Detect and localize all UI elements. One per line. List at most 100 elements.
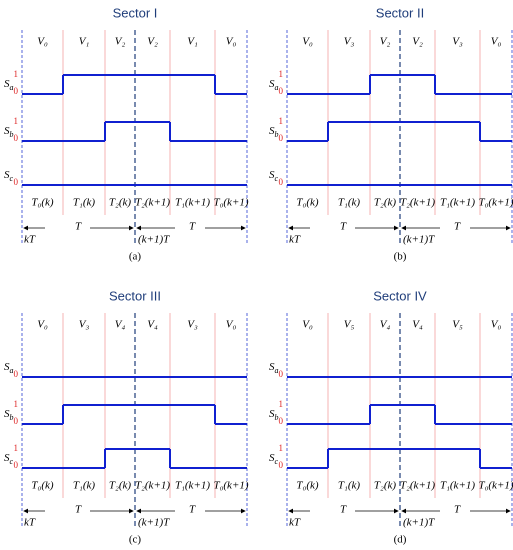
panel-title: Sector II: [376, 5, 424, 20]
caption: (b): [394, 251, 407, 263]
time-label: T₂(k): [374, 197, 396, 209]
level-label: 1: [279, 399, 284, 409]
level-label: 0: [14, 86, 19, 96]
signal-sub: c: [10, 174, 14, 183]
signal-letter: S: [269, 408, 275, 420]
caption: (a): [129, 251, 142, 263]
vector-label: V₃: [187, 319, 198, 331]
period-label: T: [454, 221, 461, 233]
period-label: T: [454, 504, 461, 516]
time-label: T₂(k): [109, 480, 131, 492]
signal-sub: a: [10, 83, 14, 92]
signal-letter: S: [269, 125, 275, 137]
vector-label: V₃: [79, 319, 90, 331]
panel-title: Sector I: [113, 5, 158, 20]
signal-sub: c: [275, 174, 279, 183]
vector-label: V₁: [187, 36, 198, 48]
signal-letter: S: [4, 361, 10, 373]
signal-letter: S: [4, 169, 10, 181]
vector-label: V₂: [147, 36, 158, 48]
time-label: T₀(k+1): [478, 480, 513, 492]
level-label: 1: [279, 69, 284, 79]
level-label: 1: [14, 399, 19, 409]
level-label: 0: [14, 177, 19, 187]
level-label: 0: [279, 133, 284, 143]
signal-label: Sc: [4, 452, 14, 466]
time-label: T₂(k+1): [400, 197, 435, 209]
signal-sub: b: [10, 130, 14, 139]
time-label: T₀(k): [296, 480, 318, 492]
level-label: 1: [14, 116, 19, 126]
time-label: T₁(k): [338, 197, 360, 209]
period-label: T: [340, 504, 347, 516]
time-label: T₂(k+1): [400, 480, 435, 492]
time-label: T₂(k): [374, 480, 396, 492]
time-label: T₀(k+1): [213, 480, 248, 492]
signal-sub: b: [275, 413, 279, 422]
signal-label: Sb: [4, 125, 14, 139]
vector-label: V₂: [115, 36, 126, 48]
caption: (d): [394, 534, 407, 546]
time-label: T₁(k): [73, 197, 95, 209]
signal-label: Sb: [269, 125, 279, 139]
signal-sub: b: [275, 130, 279, 139]
signal-letter: S: [269, 78, 275, 90]
time-label: T₀(k): [31, 480, 53, 492]
vector-label: V₄: [115, 319, 126, 331]
panel-title: Sector III: [109, 288, 161, 303]
signal-label: Sc: [269, 452, 279, 466]
start-label: kT: [24, 517, 36, 529]
level-label: 1: [279, 443, 284, 453]
signal-letter: S: [4, 125, 10, 137]
vector-label: V₀: [37, 319, 48, 331]
mid-label: (k+1)T: [138, 234, 170, 246]
time-label: T₂(k): [109, 197, 131, 209]
vector-label: V₁: [79, 36, 90, 48]
period-label: T: [75, 221, 82, 233]
signal-sub: a: [275, 366, 279, 375]
start-label: kT: [24, 234, 36, 246]
mid-label: (k+1)T: [403, 517, 435, 529]
vector-label: V₄: [412, 319, 423, 331]
level-label: 0: [14, 369, 19, 379]
vector-label: V₄: [380, 319, 391, 331]
signal-letter: S: [269, 452, 275, 464]
panel-title: Sector IV: [373, 288, 427, 303]
signal-label: Sa: [4, 78, 14, 92]
period-label: T: [75, 504, 82, 516]
vector-label: V₃: [344, 36, 355, 48]
level-label: 0: [279, 369, 284, 379]
vector-label: V₀: [302, 319, 313, 331]
time-label: T₀(k+1): [213, 197, 248, 209]
vector-label: V₂: [412, 36, 423, 48]
signal-label: Sb: [4, 408, 14, 422]
signal-label: Sc: [269, 169, 279, 183]
mid-label: (k+1)T: [138, 517, 170, 529]
vector-label: V₀: [491, 36, 502, 48]
signal-letter: S: [4, 78, 10, 90]
vector-label: V₅: [452, 319, 463, 331]
signal-letter: S: [4, 452, 10, 464]
time-label: T₀(k): [296, 197, 318, 209]
vector-label: V₀: [37, 36, 48, 48]
vector-label: V₀: [491, 319, 502, 331]
level-label: 1: [279, 116, 284, 126]
signal-sub: c: [275, 457, 279, 466]
signal-label: Sc: [4, 169, 14, 183]
signal-letter: S: [4, 408, 10, 420]
signal-sub: a: [275, 83, 279, 92]
level-label: 1: [14, 443, 19, 453]
vector-label: V₀: [226, 319, 237, 331]
time-label: T₁(k+1): [440, 197, 475, 209]
time-label: T₁(k+1): [175, 197, 210, 209]
period-label: T: [189, 221, 196, 233]
level-label: 0: [279, 177, 284, 187]
period-label: T: [340, 221, 347, 233]
time-label: T₁(k): [73, 480, 95, 492]
start-label: kT: [289, 234, 301, 246]
time-label: T₁(k): [338, 480, 360, 492]
